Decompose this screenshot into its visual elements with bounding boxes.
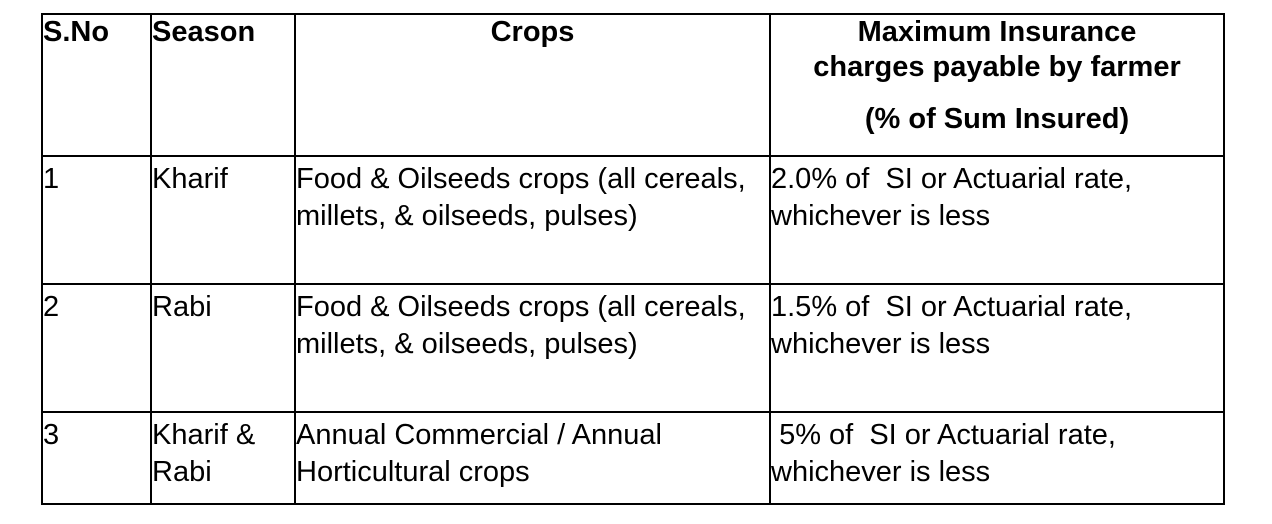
cell-season: Rabi <box>150 283 296 413</box>
cell-crops: Annual Commercial / Annual Horticultural… <box>294 411 771 505</box>
insurance-charges-table: S.No Season Crops Maximum Insurance char… <box>41 13 1225 505</box>
header-crops: Crops <box>294 13 771 157</box>
cell-season: Kharif <box>150 155 296 285</box>
header-charges-line-1: Maximum Insurance <box>857 16 1137 48</box>
cell-charges: 5% of SI or Actuarial rate, whichever is… <box>769 411 1225 505</box>
cell-charges: 1.5% of SI or Actuarial rate, whichever … <box>769 283 1225 413</box>
table-row: 3 Kharif & Rabi Annual Commercial / Annu… <box>41 411 1225 505</box>
cell-sno: 1 <box>41 155 152 285</box>
header-charges-line-2: charges payable by farmer <box>813 51 1181 83</box>
header-sno: S.No <box>41 13 152 157</box>
table-row: 1 Kharif Food & Oilseeds crops (all cere… <box>41 155 1225 285</box>
cell-sno: 2 <box>41 283 152 413</box>
header-max-insurance-charges: Maximum Insurance charges payable by far… <box>769 13 1225 157</box>
table-header-row: S.No Season Crops Maximum Insurance char… <box>41 13 1225 157</box>
header-charges-unit: (% of Sum Insured) <box>864 103 1130 135</box>
cell-crops: Food & Oilseeds crops (all cereals, mill… <box>294 155 771 285</box>
cell-crops: Food & Oilseeds crops (all cereals, mill… <box>294 283 771 413</box>
table-row: 2 Rabi Food & Oilseeds crops (all cereal… <box>41 283 1225 413</box>
header-season: Season <box>150 13 296 157</box>
cell-charges: 2.0% of SI or Actuarial rate, whichever … <box>769 155 1225 285</box>
cell-sno: 3 <box>41 411 152 505</box>
cell-season: Kharif & Rabi <box>150 411 296 505</box>
